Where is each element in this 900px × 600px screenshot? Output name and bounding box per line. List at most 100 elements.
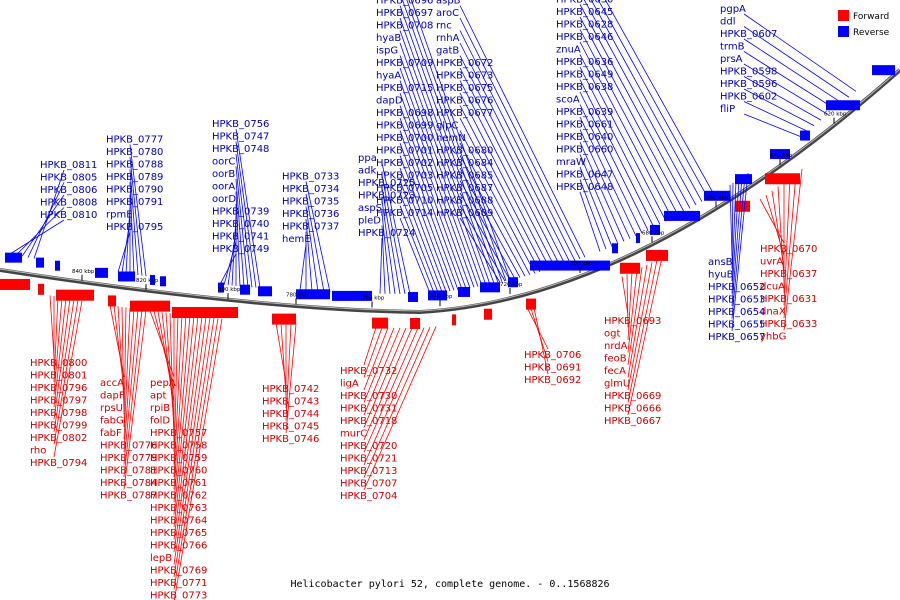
reverse-gene-label: HPKB_0698 [376,108,433,119]
gene-leader-line [363,327,413,441]
gene-leader-line [123,307,127,428]
forward-feature-block [130,300,170,312]
forward-gene-label: HPKB_0769 [150,566,207,577]
forward-feature-block [620,262,640,274]
gene-leader-line [579,4,691,209]
gene-leader-line [381,187,401,294]
gene-leader-line [285,324,292,421]
forward-gene-label: HPKB_0796 [30,383,87,394]
forward-gene-label: dapF [100,391,125,402]
forward-gene-label: accA [100,378,124,389]
reverse-gene-label: HPKB_0806 [40,185,97,196]
reverse-gene-label: HPKB_0680 [436,146,493,157]
gene-leader-line [363,327,407,428]
forward-gene-label: HPKB_0759 [150,453,207,464]
gene-leader-line [235,191,241,287]
reverse-feature-block [332,290,372,301]
gene-leader-line [627,262,653,391]
forward-gene-label: HPKB_0667 [604,416,661,427]
gene-leader-line [399,142,455,291]
tick-label: 760 kbp [362,295,385,301]
forward-feature-block [0,278,30,290]
gene-leader-line [399,42,487,286]
gene-leader-line [579,54,667,222]
gene-leader-line [579,91,649,231]
reverse-gene-label: znuA [556,45,581,56]
gene-leader-line [579,116,637,237]
gene-leader-line [53,300,79,445]
gene-leader-line [381,162,411,295]
reverse-gene-label: HPKB_0715 [376,83,433,94]
gene-leader-line [459,92,551,270]
gene-leader-line [731,178,740,294]
gene-leader-line [459,67,561,267]
reverse-gene-label: HPKB_0660 [556,145,613,156]
forward-gene-label: HPKB_0743 [262,397,319,408]
reverse-feature-block [826,100,860,111]
forward-feature-block [272,313,296,325]
gene-leader-line [123,309,143,478]
reverse-gene-label: HPKB_0736 [282,209,339,220]
gene-leader-line [579,166,613,247]
reverse-gene-label: adk [358,166,376,177]
forward-gene-label: HPKB_0746 [262,434,319,445]
gene-leader-line [399,192,439,293]
forward-gene-label: HPKB_0763 [150,503,207,514]
gene-leader-line [399,105,467,289]
reverse-gene-label: HPKB_0740 [212,219,269,230]
gene-leader-line [399,130,459,290]
gene-leader-line [173,314,183,478]
reverse-gene-label: rpmE [106,210,133,221]
gene-leader-line [399,167,447,292]
gene-leader-line [399,205,435,293]
gene-leader-line [363,327,389,391]
gene-leader-line [731,182,734,269]
reverse-gene-label: pgpA [720,4,746,15]
gene-leader-line [621,276,629,316]
tick-label: 700 kbp [570,261,593,267]
reverse-feature-block [408,291,418,302]
legend-reverse-swatch [838,26,849,37]
reverse-feature-block [650,224,660,235]
forward-gene-label: HPKB_0801 [30,371,87,382]
reverse-gene-label: hyuB [708,270,734,281]
reverse-gene-label: HPKB_0708 [376,21,433,32]
reverse-feature-block [296,289,330,300]
gene-leader-line [759,198,785,244]
forward-feature-block [410,317,420,329]
forward-gene-label: HPKB_0799 [30,421,87,432]
reverse-feature-block [770,149,790,160]
reverse-feature-block [118,271,135,282]
forward-gene-label: HPKB_0787 [100,491,157,502]
gene-leader-line [627,267,643,366]
forward-gene-label: HPKB_0666 [604,404,661,415]
reverse-gene-label: HPKB_0598 [720,67,777,78]
gene-leader-line [53,296,59,383]
reverse-feature-block [530,260,610,271]
reverse-gene-label: oorC [212,157,235,168]
gene-leader-line [731,173,749,332]
forward-gene-label: HPKB_0764 [150,516,207,527]
gene-leader-line [410,0,511,281]
reverse-feature-block [508,277,518,288]
reverse-gene-label: fliP [720,104,735,115]
gene-leader-line [399,5,499,283]
gene-leader-line [235,153,253,288]
gene-leader-line [579,41,673,219]
reverse-gene-label: HPKB_0714 [376,208,433,219]
legend: Forward Reverse [838,10,890,38]
gene-leader-line [579,129,631,239]
gene-leader-line [363,327,419,453]
reverse-gene-label: HPKB_0811 [40,160,97,171]
forward-gene-label: HPKB_0691 [524,363,581,374]
reverse-gene-label: HPKB_0700 [376,133,433,144]
gene-leader-line [9,219,65,255]
gene-leader-line [235,166,249,287]
forward-gene-label: fecA [604,366,626,377]
gene-leader-line [459,130,536,274]
forward-gene-label: ogt [604,329,620,340]
reverse-feature-block [458,286,470,297]
reverse-gene-label: HPKB_0636 [556,57,613,68]
gene-leader-line [129,144,147,277]
figure-title: Helicobacter pylori 52, complete genome.… [290,579,609,590]
